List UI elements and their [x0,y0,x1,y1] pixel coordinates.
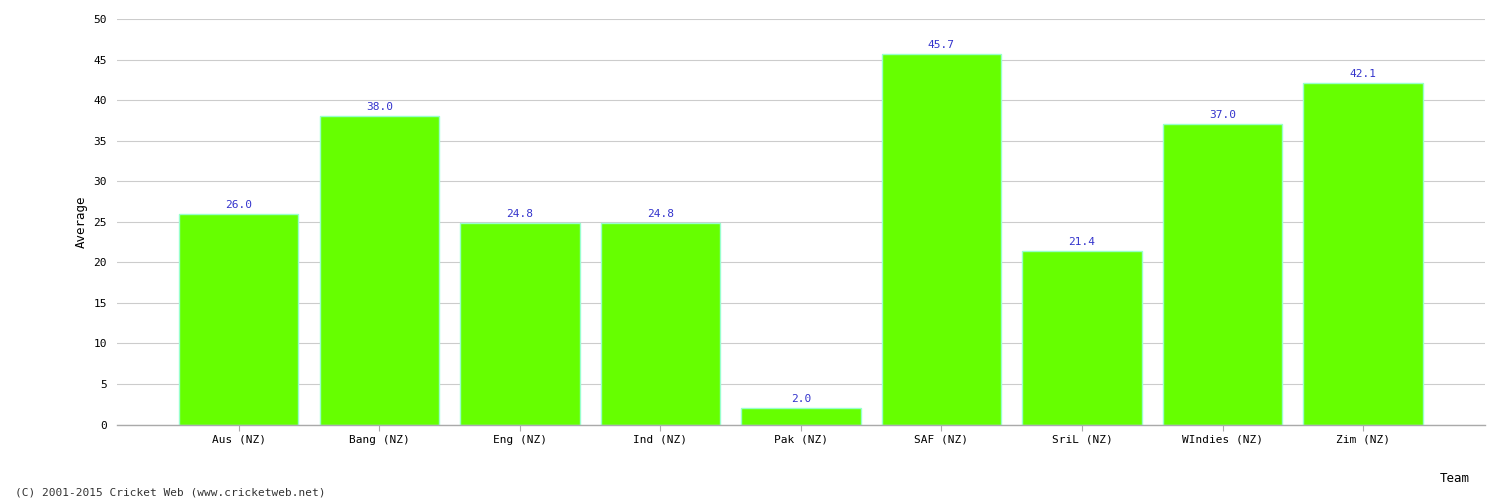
Bar [460,224,579,424]
Y-axis label: Average: Average [75,196,88,248]
Text: 37.0: 37.0 [1209,110,1236,120]
Text: 24.8: 24.8 [507,210,534,220]
Text: 21.4: 21.4 [1068,237,1095,247]
Text: 45.7: 45.7 [928,40,956,50]
Bar [178,214,298,424]
Text: 2.0: 2.0 [790,394,812,404]
Text: 26.0: 26.0 [225,200,252,209]
Text: (C) 2001-2015 Cricket Web (www.cricketweb.net): (C) 2001-2015 Cricket Web (www.cricketwe… [15,488,326,498]
Bar [741,408,861,424]
Text: 38.0: 38.0 [366,102,393,113]
Bar [600,224,720,424]
Bar [882,54,1001,424]
Bar [1162,124,1282,424]
Bar [320,116,440,424]
Text: 42.1: 42.1 [1350,69,1377,79]
Bar [1022,251,1142,424]
Bar [1304,83,1424,424]
Text: Team: Team [1440,472,1470,486]
Text: 24.8: 24.8 [646,210,674,220]
